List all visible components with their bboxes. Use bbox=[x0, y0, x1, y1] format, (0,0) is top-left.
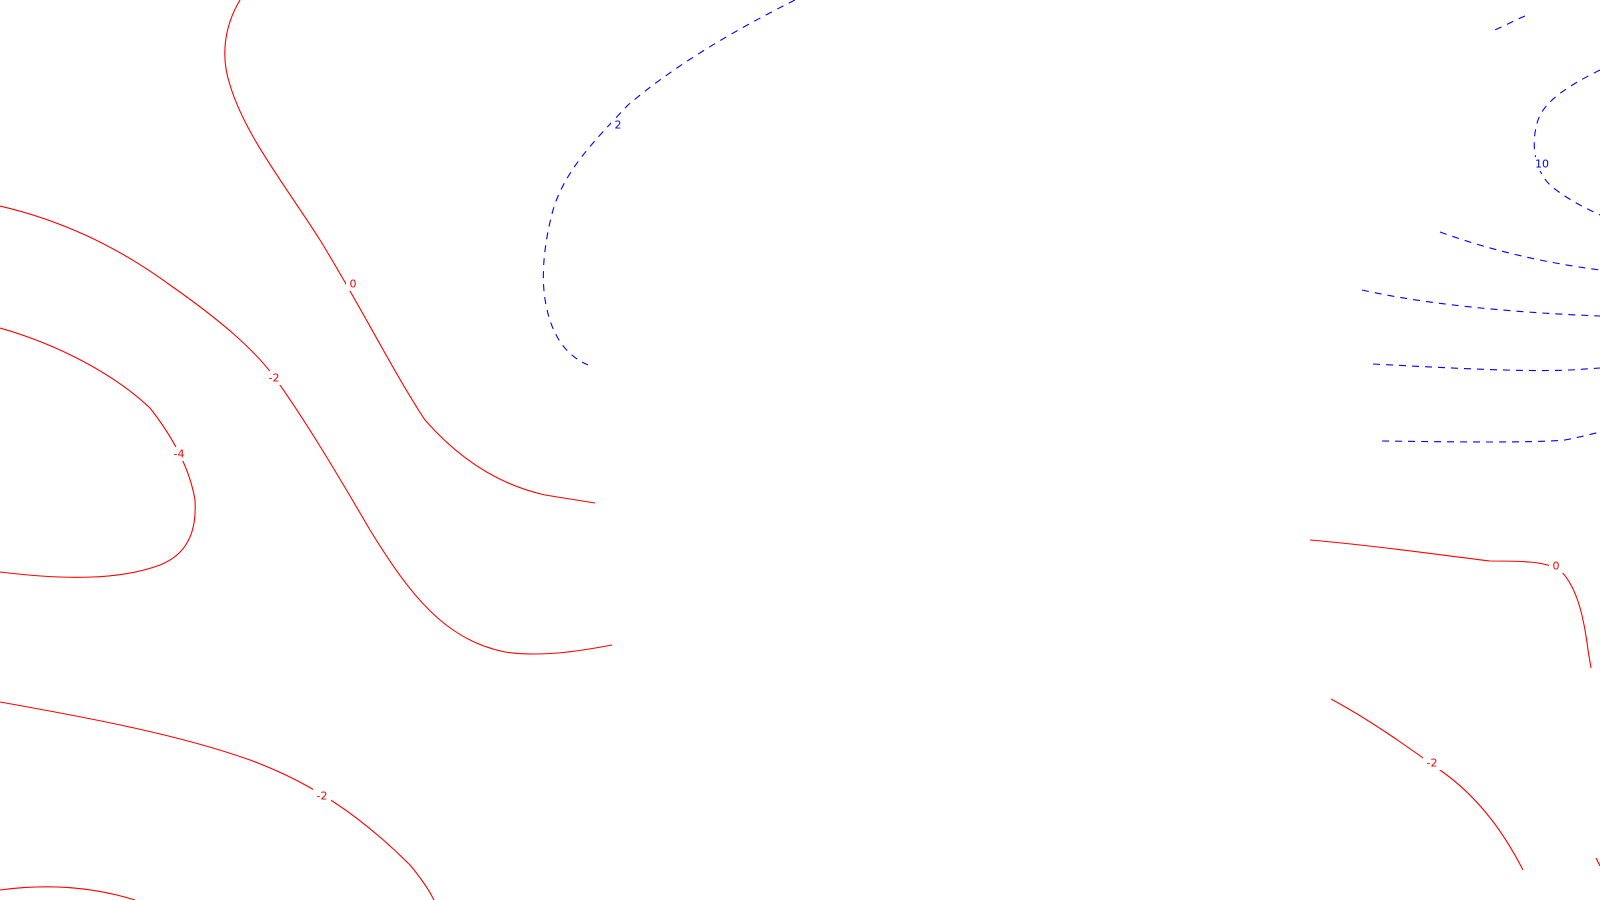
contour-line-minus2-right bbox=[1330, 698, 1524, 871]
contour-label-10: 10 bbox=[1532, 157, 1552, 171]
contour-line-inner-4 bbox=[1381, 431, 1600, 443]
contour-label-minus2-bottom: -2 bbox=[313, 789, 331, 803]
contour-label-2: 2 bbox=[611, 118, 625, 132]
contour-line-minus4 bbox=[0, 327, 196, 578]
contour-line-minus2-corner bbox=[0, 886, 136, 900]
contour-labels: 2 10 0 -2 -4 -2 0 -2 bbox=[170, 118, 1563, 803]
contour-label-0-left: 0 bbox=[346, 277, 360, 291]
contour-label-text-minus2-bottom: -2 bbox=[317, 790, 328, 803]
contour-line-10-outer bbox=[1491, 15, 1526, 32]
contour-line-2 bbox=[542, 0, 796, 366]
contour-label-minus2-left: -2 bbox=[265, 371, 283, 385]
contour-label-text-0-right: 0 bbox=[1553, 560, 1560, 573]
contour-label-text-minus2-left: -2 bbox=[269, 372, 280, 385]
contour-label-text-minus2-right: -2 bbox=[1427, 757, 1438, 770]
contour-line-minus2-left bbox=[0, 205, 613, 655]
contour-line-minus2-bottom bbox=[0, 701, 435, 900]
contour-label-minus2-right: -2 bbox=[1423, 756, 1441, 770]
contour-label-text-minus4: -4 bbox=[174, 448, 185, 461]
contour-label-0-right: 0 bbox=[1549, 559, 1563, 573]
contour-line-10 bbox=[1533, 69, 1600, 216]
contour-label-text-10: 10 bbox=[1535, 158, 1549, 171]
contour-line-zero-right bbox=[1309, 539, 1592, 669]
contour-line-edge-right bbox=[1595, 857, 1600, 867]
contour-line-inner-3 bbox=[1372, 363, 1600, 372]
contour-label-text-2: 2 bbox=[615, 119, 622, 132]
contour-line-zero-left bbox=[224, 0, 596, 504]
contour-label-text-0-left: 0 bbox=[350, 278, 357, 291]
contour-line-inner-1 bbox=[1439, 231, 1600, 271]
positive-contours bbox=[542, 0, 1600, 443]
contour-label-minus4: -4 bbox=[170, 447, 188, 461]
contour-line-inner-2 bbox=[1361, 289, 1600, 317]
